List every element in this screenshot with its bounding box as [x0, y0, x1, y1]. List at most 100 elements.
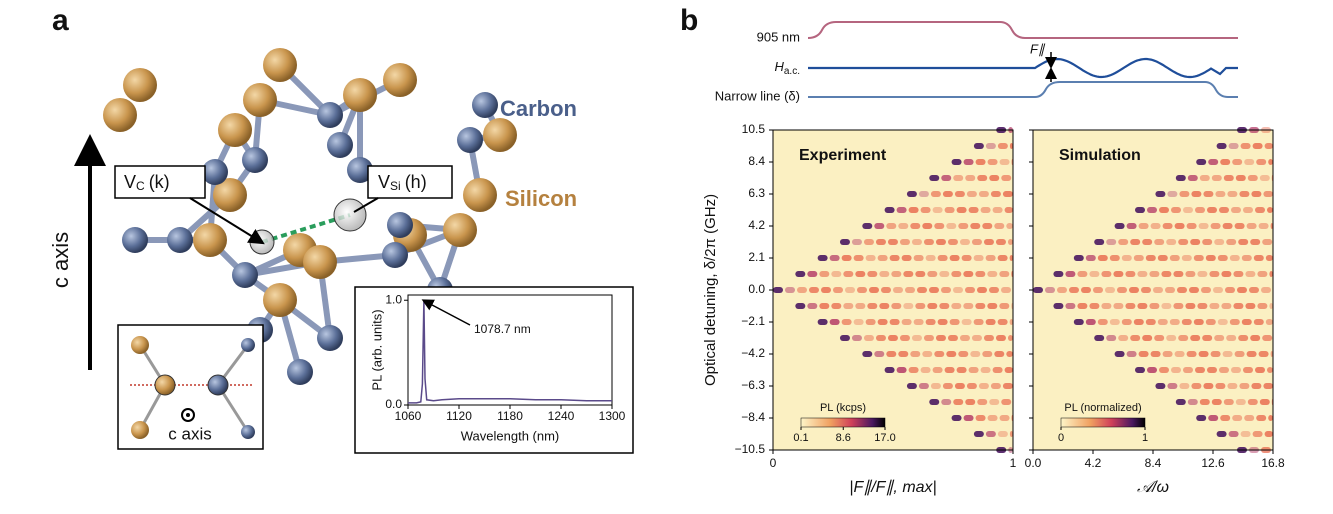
heatmap-stripe: [915, 271, 926, 277]
heatmap-stripe: [1073, 255, 1084, 261]
heatmap-stripe: [1133, 255, 1144, 261]
subscript: C: [136, 179, 145, 193]
heatmap-stripe: [903, 271, 914, 277]
heatmap-stripe: [905, 287, 915, 293]
y-tick-label: 1.0: [385, 292, 402, 306]
heatmap-stripe: [807, 271, 818, 277]
heatmap-stripe: [1209, 271, 1220, 277]
heatmap-stripe: [942, 383, 953, 389]
heatmap-stripe: [1270, 223, 1273, 229]
heatmap-stripe: [1138, 223, 1149, 229]
heatmap-stripe: [970, 351, 981, 357]
site: (k): [149, 172, 170, 192]
heatmap-stripe: [995, 239, 1006, 245]
heatmap-stripe: [1045, 287, 1055, 293]
heatmap-stripe: [992, 367, 1003, 373]
heatmap-stripe: [1255, 367, 1265, 373]
heatmap-stripe: [1165, 287, 1175, 293]
heatmap-stripe: [1196, 159, 1207, 165]
heatmap-stripe: [911, 335, 922, 341]
heatmap-stripe: [867, 303, 878, 309]
heatmap-stripe: [1085, 319, 1096, 325]
heatmap-stripe: [1125, 303, 1136, 309]
heatmap-stripe: [965, 399, 976, 405]
heatmap-stripe: [845, 287, 855, 293]
heatmap-stripe: [1233, 271, 1244, 277]
carbon-atom: [382, 242, 408, 268]
colorbar: [800, 417, 886, 428]
heatmap-stripe: [1173, 271, 1184, 277]
heatmap-stripe: [1231, 207, 1241, 213]
heatmap-stripe: [929, 287, 939, 293]
heatmap-stripe: [1094, 335, 1105, 341]
heatmap-stripe: [1137, 271, 1148, 277]
heatmap-stripe: [982, 223, 993, 229]
heatmap-stripe: [932, 207, 943, 213]
pointer: [189, 197, 265, 245]
heatmap-stripe: [963, 415, 974, 421]
heatmap-stripe: [1226, 239, 1237, 245]
colorbar-tick-label: 0.1: [793, 432, 808, 444]
heatmap-stripe: [1175, 399, 1186, 405]
heatmap-stripe: [1251, 383, 1262, 389]
heatmap-stripe: [875, 335, 886, 341]
vacancy-si-label: VSi (h): [353, 165, 453, 213]
heatmap-stripe: [1126, 223, 1137, 229]
heatmap-stripe: [1004, 367, 1013, 373]
heatmap-stripe: [1201, 287, 1211, 293]
heatmap-stripe: [1004, 207, 1013, 213]
heatmap-stripe: [1252, 431, 1263, 437]
heatmap-stripe: [1258, 223, 1269, 229]
heatmap-stripe: [932, 367, 943, 373]
heatmap-stripe: [843, 303, 854, 309]
heatmap-stripe: [1246, 223, 1257, 229]
heatmap-stripe: [1227, 383, 1238, 389]
heatmap-stripe: [1223, 399, 1234, 405]
heatmap-stripe: [1089, 271, 1100, 277]
axis-symbol: [181, 408, 195, 422]
heatmap-stripe: [1137, 303, 1148, 309]
heatmap-stripe: [1221, 303, 1232, 309]
heatmap-stripe: [841, 255, 852, 261]
heatmap-stripe: [1002, 383, 1013, 389]
heatmap-stripe: [1138, 351, 1149, 357]
y-tick-label: −4.2: [741, 346, 765, 360]
heatmap-stripe: [1057, 287, 1067, 293]
heatmap-stripe: [1089, 303, 1100, 309]
heatmap-stripe: [1002, 191, 1013, 197]
heatmap-stripe: [1198, 351, 1209, 357]
heatmap-stripe: [1205, 255, 1216, 261]
heatmap-stripe: [1114, 223, 1125, 229]
heatmap-stripe: [898, 223, 909, 229]
heatmap-stripe: [1235, 175, 1246, 181]
x-tick-label: 12.6: [1201, 456, 1225, 470]
heatmap-stripe: [966, 191, 977, 197]
heatmap-stripe: [879, 303, 890, 309]
heatmap-stripe: [977, 287, 987, 293]
heatmap-stripe: [1166, 239, 1177, 245]
heatmap-stripe: [1217, 319, 1228, 325]
heatmap-stripe: [1226, 335, 1237, 341]
heatmap-stripe: [975, 415, 986, 421]
heatmap-stripe: [1199, 175, 1210, 181]
heatmap-stripe: [908, 207, 919, 213]
heatmap-stripe: [1174, 351, 1185, 357]
y-tick-label: 6.3: [748, 186, 765, 200]
heatmap-stripe: [1187, 399, 1198, 405]
heatmap-stripe: [1145, 319, 1156, 325]
heatmap-stripe: [987, 159, 998, 165]
heatmap-stripe: [1157, 255, 1168, 261]
heatmap-stripe: [985, 319, 996, 325]
heatmap-stripe: [999, 159, 1010, 165]
heatmap-stripe: [889, 319, 900, 325]
heatmap-stripe: [1259, 399, 1270, 405]
heatmap-stripe: [1270, 351, 1273, 357]
heatmap-stripe: [997, 255, 1008, 261]
heatmap-stripe: [1229, 319, 1240, 325]
heatmap-stripe: [1166, 335, 1177, 341]
heatmap-stripe: [963, 303, 974, 309]
heatmap-stripe: [973, 255, 984, 261]
heatmap-stripe: [1263, 383, 1273, 389]
heatmap-stripe: [851, 239, 862, 245]
carbon-atom: [472, 92, 498, 118]
